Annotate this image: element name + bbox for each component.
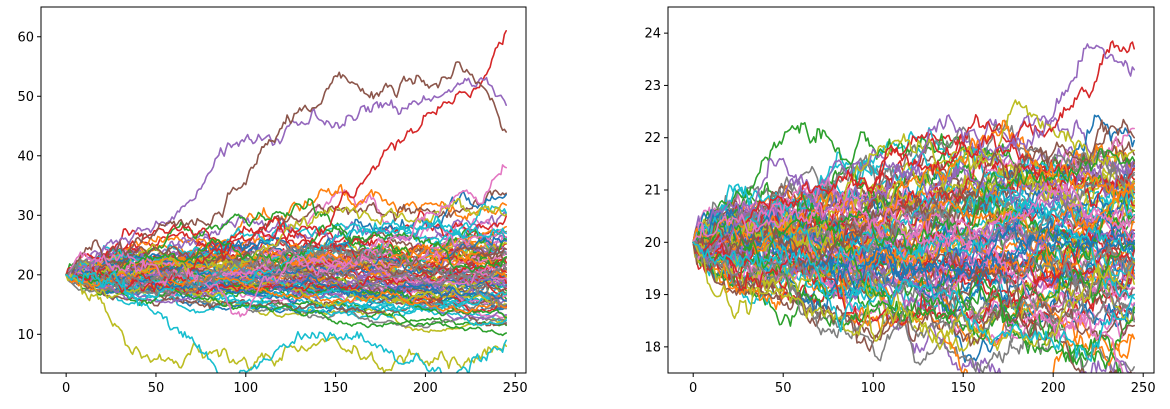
left-y-tick-label-40: 40 xyxy=(17,149,34,164)
right-series-line-92 xyxy=(692,119,1135,250)
right-series-line-94 xyxy=(692,40,1135,256)
right-y-tick-label-20: 20 xyxy=(644,236,661,251)
right-series-line-98 xyxy=(692,240,1135,362)
left-x-tick-label-0: 0 xyxy=(62,381,70,396)
right-series-line-90 xyxy=(692,199,1135,278)
right-chart-panel: 0 50 100 150 200 250 18 19 20 21 22 23 24 xyxy=(644,6,1156,396)
right-series-line-91 xyxy=(692,215,1135,292)
left-series-line-92 xyxy=(65,267,507,314)
right-x-tick-label-100: 100 xyxy=(861,381,886,396)
right-x-tick-label-50: 50 xyxy=(775,381,792,396)
right-series-line-39 xyxy=(692,235,1135,352)
right-series-line-100 xyxy=(692,241,1135,362)
left-series-line-91 xyxy=(65,268,507,302)
right-series-line-63 xyxy=(692,228,1135,370)
left-series-line-90 xyxy=(65,219,507,301)
left-series-line-89 xyxy=(65,198,507,278)
left-x-tick-label-100: 100 xyxy=(233,381,258,396)
left-series-line-79 xyxy=(65,274,507,308)
right-series-line-88 xyxy=(692,167,1135,255)
right-series-line-85 xyxy=(692,148,1135,256)
left-y-tick-label-60: 60 xyxy=(17,30,34,45)
right-y-tick-label-18: 18 xyxy=(644,340,661,355)
left-series-group xyxy=(65,30,507,373)
right-series-line-76 xyxy=(692,241,1133,373)
left-y-tick-label-20: 20 xyxy=(17,268,34,283)
right-series-line-80 xyxy=(692,183,1135,300)
left-x-tick-label-50: 50 xyxy=(148,381,165,396)
right-y-tick-label-21: 21 xyxy=(644,184,661,199)
left-series-line-14 xyxy=(65,210,507,280)
left-series-line-98 xyxy=(65,243,507,307)
right-series-line-78 xyxy=(692,120,1135,259)
left-series-line-66 xyxy=(65,274,507,307)
left-series-line-97 xyxy=(65,164,507,318)
left-y-tick-label-50: 50 xyxy=(17,90,34,105)
left-series-line-100 xyxy=(65,270,507,373)
right-x-tick-label-0: 0 xyxy=(689,381,697,396)
left-y-tick-label-30: 30 xyxy=(17,209,34,224)
left-x-tick-label-150: 150 xyxy=(323,381,348,396)
right-series-group xyxy=(692,40,1135,373)
right-series-line-72 xyxy=(692,214,1135,276)
left-series-line-95 xyxy=(65,76,507,280)
right-series-line-95 xyxy=(692,43,1135,261)
left-series-line-32 xyxy=(65,183,507,278)
left-x-tick-label-200: 200 xyxy=(413,381,438,396)
left-x-tick-label-250: 250 xyxy=(503,381,528,396)
left-series-line-96 xyxy=(65,61,507,278)
left-series-line-83 xyxy=(65,271,507,337)
right-x-tick-label-150: 150 xyxy=(951,381,976,396)
left-series-line-19 xyxy=(65,270,507,334)
right-series-line-97 xyxy=(692,182,1135,248)
right-series-line-93 xyxy=(692,148,1135,264)
right-y-tick-label-24: 24 xyxy=(644,27,661,42)
right-x-tick-label-200: 200 xyxy=(1041,381,1066,396)
right-y-tick-label-22: 22 xyxy=(644,131,661,146)
right-series-line-84 xyxy=(692,114,1135,291)
right-series-line-86 xyxy=(692,219,1135,341)
right-series-line-99 xyxy=(692,241,1135,351)
right-y-tick-label-23: 23 xyxy=(644,79,661,94)
left-axes-frame xyxy=(40,6,527,374)
right-y-tick-label-19: 19 xyxy=(644,288,661,303)
right-x-tick-label-250: 250 xyxy=(1131,381,1156,396)
left-y-tick-label-10: 10 xyxy=(17,328,34,343)
left-chart-panel: 0 50 100 150 200 250 10 20 30 40 50 60 xyxy=(17,6,528,396)
right-series-line-96 xyxy=(692,118,1135,270)
